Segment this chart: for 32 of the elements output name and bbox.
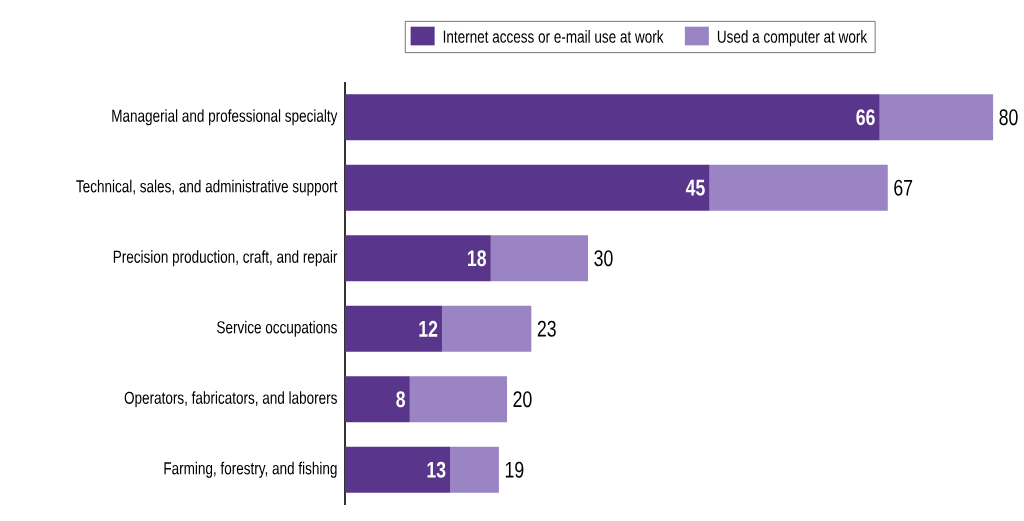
bar [450, 446, 499, 493]
y-tick-label: Technical, sales, and administrative support [76, 179, 338, 196]
bar [879, 94, 994, 141]
data-label: 66 [856, 109, 875, 126]
data-label: 45 [685, 179, 705, 196]
bar [345, 376, 410, 423]
bar [409, 376, 508, 423]
data-label: 12 [419, 320, 438, 337]
y-tick-label: Precision production, craft, and repair [113, 250, 338, 267]
legend-label: Used a computer at work [717, 30, 868, 47]
bar [345, 235, 491, 282]
y-tick-label: Managerial and professional specialty [112, 109, 338, 126]
data-label: 8 [396, 391, 405, 408]
total-label: 23 [537, 320, 556, 337]
y-tick-label: Service occupations [217, 320, 337, 337]
bar [490, 235, 589, 282]
total-label: 20 [513, 391, 532, 408]
data-label: 18 [468, 250, 487, 267]
total-label: 19 [505, 461, 524, 478]
bar [709, 164, 888, 211]
total-label: 80 [999, 109, 1018, 126]
bar [345, 94, 880, 141]
y-tick-label: Operators, fabricators, and laborers [124, 391, 337, 408]
data-label: 13 [427, 461, 446, 478]
y-tick-label: Farming, forestry, and fishing [164, 461, 337, 478]
bar [345, 305, 443, 352]
bar [345, 164, 710, 211]
bar [345, 446, 451, 493]
total-label: 67 [894, 179, 913, 196]
total-label: 30 [594, 250, 613, 267]
legend-label: Internet access or e-mail use at work [443, 30, 664, 43]
bar [442, 305, 532, 352]
